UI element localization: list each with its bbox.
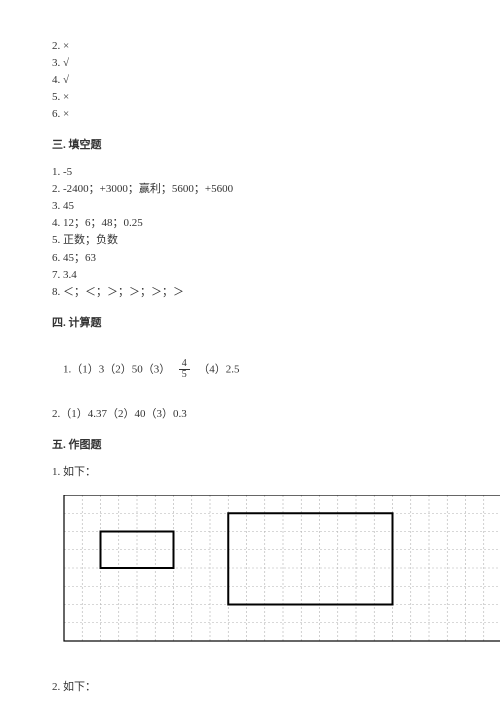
s4-q2: 2.（1）4.37（2）40（3）0.3 [52,406,448,423]
frac-num: 4 [179,359,190,370]
s3-l2: 2. -2400；+3000；赢利；5600；+5600 [52,181,448,198]
s3-l6: 6. 45；63 [52,250,448,267]
s5-l2: 2. 如下： [52,679,448,696]
ans-4: 4. √ [52,72,448,89]
s4-q1: 1.（1）3（2）50（3） 45 （4）2.5 [52,342,448,398]
s3-l5: 5. 正数；负数 [52,232,448,249]
section-3-title: 三. 填空题 [52,137,448,154]
s3-l8: 8. ＜；＜；＞；＞；＞；＞ [52,284,448,301]
section-3-body: 1. -5 2. -2400；+3000；赢利；5600；+5600 3. 45… [52,164,448,300]
top-answers: 2. × 3. √ 4. √ 5. × 6. × [52,38,448,123]
s5-l1: 1. 如下： [52,464,448,481]
spacer [52,645,448,679]
grid-svg [52,495,500,645]
ans-6: 6. × [52,106,448,123]
s4-q1-prefix: 1.（1）3（2）50（3） [63,363,176,375]
s3-l7: 7. 3.4 [52,267,448,284]
drawing-grid [52,495,448,645]
section-4-body: 1.（1）3（2）50（3） 45 （4）2.5 2.（1）4.37（2）40（… [52,342,448,423]
ans-2: 2. × [52,38,448,55]
s3-l4: 4. 12；6；48；0.25 [52,215,448,232]
s3-l1: 1. -5 [52,164,448,181]
fraction-4-5: 45 [179,359,190,381]
s4-q1-suffix: （4）2.5 [193,363,240,375]
frac-den: 5 [179,369,190,381]
s3-l3: 3. 45 [52,198,448,215]
section-5-title: 五. 作图题 [52,437,448,454]
ans-5: 5. × [52,89,448,106]
section-4-title: 四. 计算题 [52,315,448,332]
ans-3: 3. √ [52,55,448,72]
